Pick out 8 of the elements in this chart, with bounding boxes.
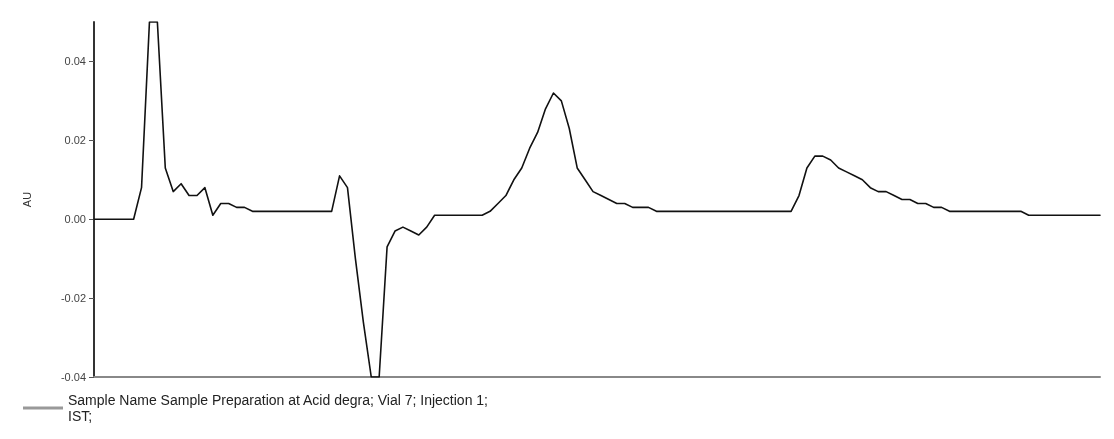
line-series bbox=[93, 21, 1101, 378]
y-axis-title: AU bbox=[20, 191, 33, 208]
y-tick-label: 0.00 bbox=[64, 213, 86, 226]
y-tick-label: 0.02 bbox=[64, 134, 86, 147]
y-tick-label: -0.02 bbox=[60, 292, 86, 305]
y-tick-label: -0.04 bbox=[60, 371, 86, 383]
text: Sample Name Sample Preparation at Acid degra; Vial 7; Injection 1; IST; bbox=[68, 392, 488, 424]
y-tick-label: 0.04 bbox=[64, 55, 86, 68]
